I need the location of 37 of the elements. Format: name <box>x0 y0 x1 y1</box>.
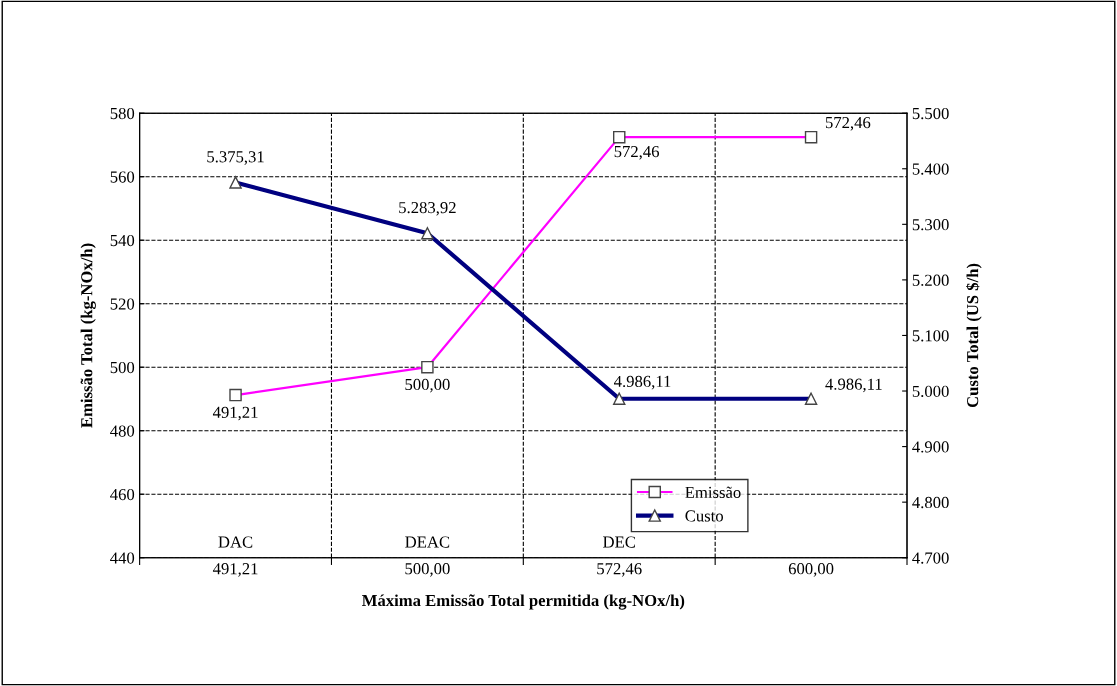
data-label: 500,00 <box>405 378 450 393</box>
legend-label: Emissão <box>685 486 741 498</box>
annotation: DAC <box>218 536 253 548</box>
x-tick-label: 491,21 <box>212 563 258 577</box>
y-tick-label: 520 <box>110 298 135 310</box>
y2-tick-label: 4.800 <box>912 496 949 509</box>
data-label: 491,21 <box>212 406 258 421</box>
y2-tick-label: 5.000 <box>912 385 949 398</box>
data-label: 5.283,92 <box>399 201 456 216</box>
y2-tick-label: 5.500 <box>912 107 949 120</box>
annotation: DEAC <box>405 536 450 548</box>
x-tick-label: 572,46 <box>597 563 642 577</box>
y2-tick-label: 5.200 <box>912 274 949 286</box>
y2-axis-title: Custo Total (US $/h) <box>966 263 982 408</box>
data-label: 572,46 <box>825 116 871 131</box>
x-axis-title: Máxima Emissão Total permitida (kg-NOx/h) <box>362 594 685 610</box>
y2-tick-label: 4.900 <box>912 441 949 453</box>
y-tick-label: 540 <box>110 234 135 247</box>
annotation: DEC <box>603 536 635 548</box>
y-axis-title: Emissão Total (kg-NOx/h) <box>80 243 96 428</box>
y-tick-label: 560 <box>110 171 135 183</box>
x-tick-label: 600,00 <box>788 563 834 577</box>
y-tick-label: 580 <box>110 107 135 120</box>
y2-tick-label: 5.300 <box>912 219 949 231</box>
data-label: 4.986,11 <box>614 375 671 390</box>
y-tick-label: 440 <box>110 552 135 564</box>
y2-tick-label: 5.100 <box>912 330 949 342</box>
y-tick-label: 480 <box>110 425 135 437</box>
data-label: 5.375,31 <box>207 151 264 165</box>
y2-tick-label: 4.700 <box>912 552 949 564</box>
y-tick-label: 500 <box>110 361 135 374</box>
data-label: 4.986,11 <box>825 378 882 393</box>
y2-tick-label: 5.400 <box>912 163 949 175</box>
legend-label: Custo <box>685 510 723 522</box>
x-tick-label: 500,00 <box>405 563 450 577</box>
data-label: 572,46 <box>614 145 660 160</box>
y-tick-label: 460 <box>110 488 135 501</box>
